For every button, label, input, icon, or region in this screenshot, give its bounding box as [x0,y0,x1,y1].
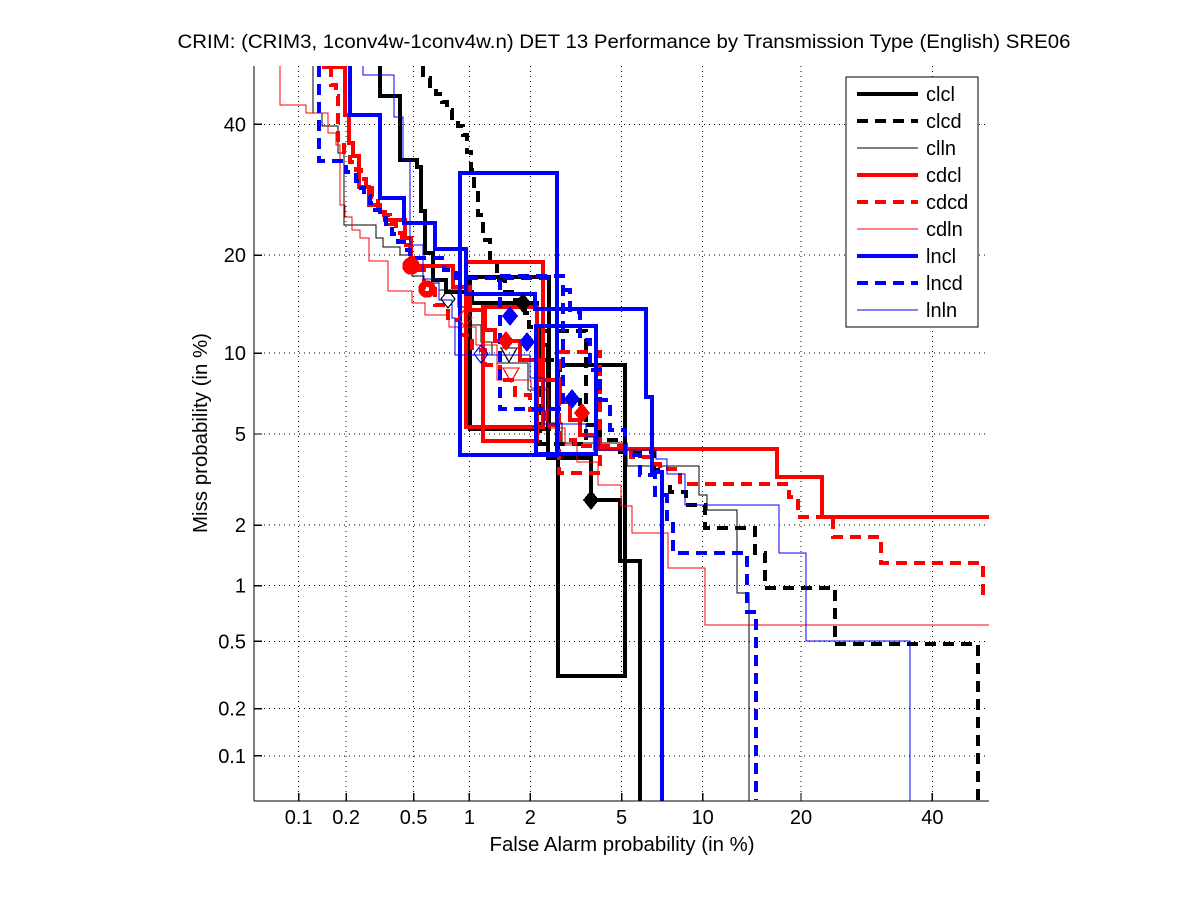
svg-text:False Alarm probability (in %): False Alarm probability (in %) [490,834,755,856]
svg-text:10: 10 [692,807,714,829]
svg-text:0.5: 0.5 [400,807,428,829]
svg-text:20: 20 [790,807,812,829]
svg-text:0.1: 0.1 [218,746,246,768]
svg-text:lncl: lncl [926,246,956,268]
svg-text:5: 5 [235,424,246,446]
svg-text:0.5: 0.5 [218,631,246,653]
svg-text:Miss probability (in %): Miss probability (in %) [190,333,212,533]
svg-text:40: 40 [224,114,246,136]
svg-text:1: 1 [235,576,246,598]
svg-text:1: 1 [464,807,475,829]
svg-text:0.2: 0.2 [332,807,360,829]
svg-text:0.2: 0.2 [218,699,246,721]
svg-text:cdcl: cdcl [926,165,962,187]
svg-text:20: 20 [224,245,246,267]
svg-text:lncd: lncd [926,273,963,295]
svg-text:clln: clln [926,138,956,160]
svg-text:2: 2 [235,515,246,537]
svg-text:2: 2 [525,807,536,829]
svg-text:cdcd: cdcd [926,192,968,214]
svg-text:cdln: cdln [926,219,963,241]
svg-text:CRIM: (CRIM3, 1conv4w-1conv4w.: CRIM: (CRIM3, 1conv4w-1conv4w.n) DET 13 … [178,32,1071,53]
svg-text:40: 40 [921,807,943,829]
svg-text:clcd: clcd [926,111,962,133]
svg-text:0.1: 0.1 [285,807,313,829]
svg-text:5: 5 [616,807,627,829]
svg-text:10: 10 [224,343,246,365]
svg-text:lnln: lnln [926,300,957,322]
svg-text:clcl: clcl [926,84,955,106]
